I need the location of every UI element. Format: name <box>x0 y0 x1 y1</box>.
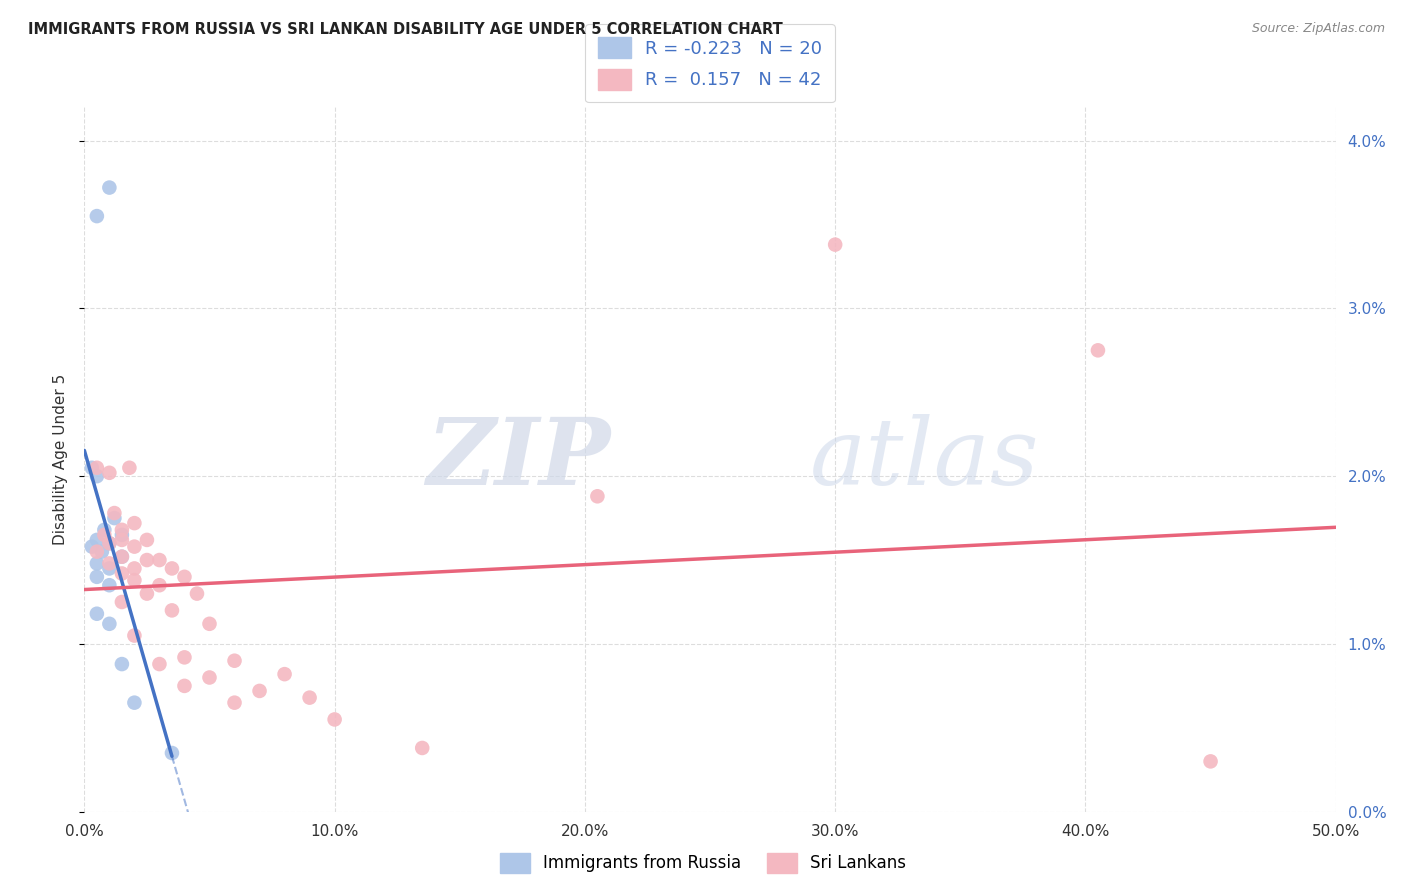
Point <box>98 466 121 480</box>
Point <box>198 616 221 631</box>
Legend: R = -0.223   N = 20, R =  0.157   N = 42: R = -0.223 N = 20, R = 0.157 N = 42 <box>585 24 835 103</box>
Point <box>124 628 146 642</box>
Point <box>136 533 159 547</box>
Point <box>111 566 134 581</box>
Point <box>86 570 108 584</box>
Point <box>111 657 134 671</box>
Point <box>173 650 195 665</box>
Point <box>111 595 134 609</box>
Point <box>1087 343 1109 358</box>
Point <box>86 209 108 223</box>
Point <box>80 540 103 554</box>
Point <box>323 713 346 727</box>
Point <box>298 690 321 705</box>
Point <box>98 536 121 550</box>
Point <box>124 696 146 710</box>
Point <box>1199 755 1222 769</box>
Point <box>93 528 115 542</box>
Point <box>98 557 121 571</box>
Point <box>586 489 609 503</box>
Point <box>124 540 146 554</box>
Point <box>86 607 108 621</box>
Point <box>86 557 108 571</box>
Point <box>93 523 115 537</box>
Point <box>111 523 134 537</box>
Text: ZIP: ZIP <box>426 415 610 504</box>
Point <box>98 180 121 194</box>
Text: atlas: atlas <box>810 415 1039 504</box>
Y-axis label: Disability Age Under 5: Disability Age Under 5 <box>53 374 69 545</box>
Point <box>148 553 170 567</box>
Point <box>148 657 170 671</box>
Point <box>111 549 134 564</box>
Point <box>98 616 121 631</box>
Point <box>86 533 108 547</box>
Point <box>173 570 195 584</box>
Point <box>111 528 134 542</box>
Point <box>86 469 108 483</box>
Point <box>224 696 246 710</box>
Point <box>90 544 112 558</box>
Point <box>198 671 221 685</box>
Point <box>111 549 134 564</box>
Point <box>124 561 146 575</box>
Point <box>98 561 121 575</box>
Legend: Immigrants from Russia, Sri Lankans: Immigrants from Russia, Sri Lankans <box>494 847 912 880</box>
Point <box>173 679 195 693</box>
Text: IMMIGRANTS FROM RUSSIA VS SRI LANKAN DISABILITY AGE UNDER 5 CORRELATION CHART: IMMIGRANTS FROM RUSSIA VS SRI LANKAN DIS… <box>28 22 783 37</box>
Point <box>98 536 121 550</box>
Point <box>118 460 141 475</box>
Point <box>103 506 125 520</box>
Point <box>273 667 295 681</box>
Point <box>98 578 121 592</box>
Point <box>160 603 183 617</box>
Point <box>86 544 108 558</box>
Point <box>160 746 183 760</box>
Point <box>411 741 433 756</box>
Point <box>80 460 103 475</box>
Point <box>136 553 159 567</box>
Point <box>160 561 183 575</box>
Point <box>124 573 146 587</box>
Point <box>824 237 846 252</box>
Point <box>103 511 125 525</box>
Text: Source: ZipAtlas.com: Source: ZipAtlas.com <box>1251 22 1385 36</box>
Point <box>186 586 208 600</box>
Point <box>111 533 134 547</box>
Point <box>249 684 271 698</box>
Point <box>86 460 108 475</box>
Point <box>124 516 146 530</box>
Point <box>148 578 170 592</box>
Point <box>224 654 246 668</box>
Point <box>136 586 159 600</box>
